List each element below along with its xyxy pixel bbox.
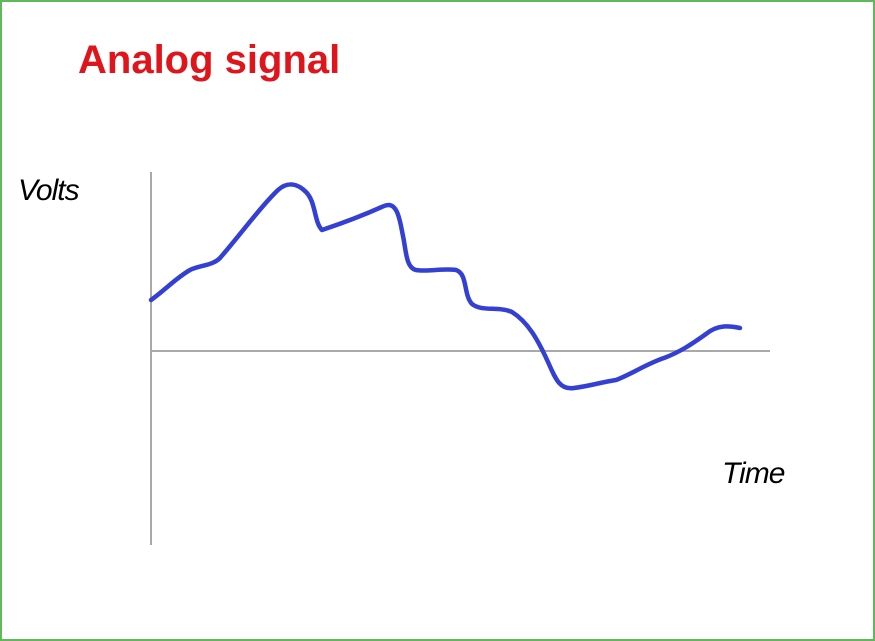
signal-waveform: [148, 182, 743, 391]
diagram-title: Analog signal: [78, 38, 341, 82]
y-axis-label: Volts: [18, 174, 80, 207]
x-axis-label: Time: [722, 457, 785, 490]
